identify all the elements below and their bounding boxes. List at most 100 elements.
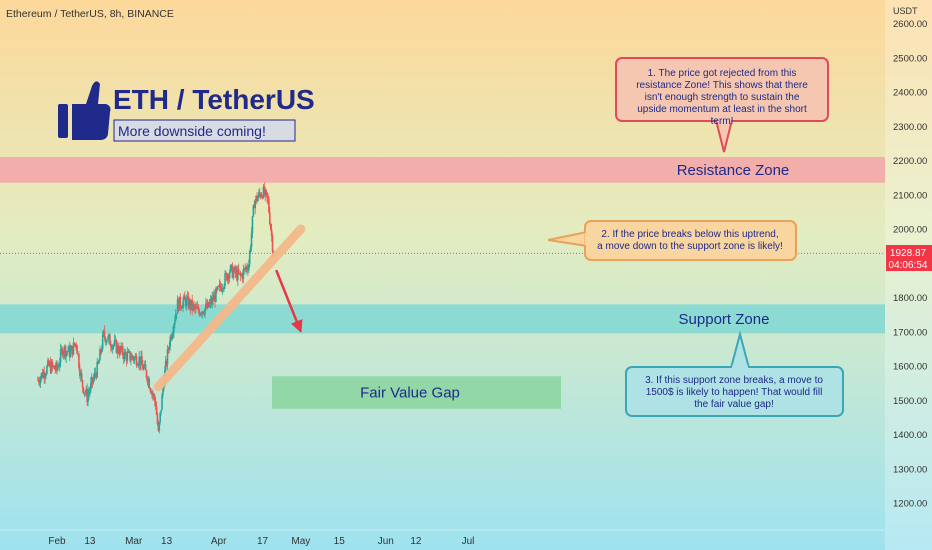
- candle-body: [46, 365, 48, 374]
- price-tag: [886, 245, 932, 271]
- candle-body: [78, 354, 80, 368]
- candle-body: [172, 332, 174, 336]
- candle-body: [265, 189, 267, 193]
- candle-body: [173, 324, 175, 333]
- candle-body: [138, 356, 140, 365]
- candle-body: [233, 267, 235, 272]
- candle-body: [90, 377, 93, 383]
- candle-body: [102, 330, 105, 335]
- candle-body: [122, 355, 125, 360]
- candle-body: [79, 373, 82, 377]
- candle-body: [171, 335, 173, 340]
- candle-body: [56, 362, 58, 370]
- candle-body: [259, 194, 262, 198]
- candle-body: [214, 294, 216, 302]
- tagline: More downside coming!: [118, 123, 266, 139]
- candle-body: [234, 267, 236, 274]
- candle-body: [60, 348, 63, 350]
- candle-body: [57, 366, 59, 370]
- candle-body: [50, 361, 53, 373]
- candle-body: [131, 355, 133, 360]
- candle-body: [263, 186, 266, 196]
- price-tick-label: 2300.00: [893, 122, 927, 133]
- candle-body: [241, 274, 244, 279]
- resistance-zone: [0, 157, 885, 183]
- candle-body: [170, 336, 172, 340]
- candle-body: [125, 354, 128, 361]
- price-tick-label: 1300.00: [893, 464, 927, 475]
- candle-body: [216, 286, 219, 290]
- candle-body: [73, 342, 76, 346]
- candle-body: [51, 361, 54, 367]
- candle-body: [62, 353, 65, 356]
- candle-body: [226, 274, 229, 281]
- candle-body: [118, 351, 120, 355]
- candle-body: [213, 294, 215, 301]
- candle-body: [53, 365, 56, 369]
- candle-body: [269, 212, 271, 225]
- candle-body: [142, 366, 145, 370]
- candle-body: [143, 364, 146, 367]
- candle-body: [188, 300, 191, 308]
- candle-body: [208, 303, 211, 307]
- price-tick-label: 1200.00: [893, 499, 927, 510]
- candle-body: [206, 302, 209, 309]
- candle-body: [154, 401, 157, 408]
- candle-body: [61, 348, 64, 356]
- candle-body: [260, 195, 263, 198]
- candle-body: [210, 299, 213, 305]
- price-tag-countdown: 04:06:54: [889, 260, 928, 271]
- price-tick-label: 1600.00: [893, 362, 927, 373]
- candle-body: [205, 303, 207, 309]
- note-2-text: 2. If the price breaks below this uptren…: [597, 229, 783, 252]
- candle-body: [195, 306, 197, 309]
- candle-body: [202, 311, 204, 314]
- candle-body: [179, 296, 182, 307]
- candle-body: [43, 372, 46, 378]
- note-1-text: 1. The price got rejected from this resis…: [636, 68, 808, 127]
- candle-body: [224, 273, 226, 286]
- candle-body: [48, 362, 51, 366]
- candle-body: [95, 374, 98, 378]
- support-zone: [0, 304, 885, 334]
- candle-body: [248, 251, 251, 265]
- candle-body: [101, 334, 104, 350]
- candle-body: [258, 192, 260, 198]
- candle-body: [264, 189, 267, 196]
- candle-body: [190, 299, 193, 309]
- candle-body: [37, 379, 39, 381]
- candle-body: [114, 340, 117, 341]
- candle-body: [168, 346, 171, 350]
- price-tick-label: 2100.00: [893, 190, 927, 201]
- candle-body: [150, 390, 152, 394]
- candle-body: [77, 353, 79, 355]
- candle-body: [144, 364, 147, 370]
- candle-body: [75, 343, 77, 346]
- candle-body: [174, 314, 177, 321]
- candle-body: [133, 357, 136, 361]
- candle-body: [258, 192, 261, 195]
- candle-body: [199, 313, 202, 316]
- time-tick-label: 15: [334, 536, 346, 547]
- candle-body: [128, 351, 130, 353]
- candle-body: [68, 346, 71, 357]
- candle-body: [96, 361, 98, 378]
- candle-body: [108, 334, 110, 337]
- candle-body: [184, 299, 187, 306]
- candle-body: [80, 373, 83, 381]
- candle-body: [181, 308, 183, 309]
- candle-body: [227, 274, 230, 279]
- candle-body: [252, 205, 255, 217]
- candle-body: [268, 199, 270, 213]
- candle-body: [117, 344, 119, 352]
- time-tick-label: Jun: [378, 536, 394, 547]
- candle-body: [100, 349, 102, 353]
- candle-body: [250, 232, 253, 248]
- candle-body: [49, 362, 52, 373]
- candle-body: [67, 351, 69, 353]
- candle-body: [266, 192, 268, 198]
- candle-body: [193, 304, 195, 306]
- candle-body: [194, 305, 196, 309]
- candle-body: [249, 247, 252, 252]
- candle-body: [65, 351, 67, 357]
